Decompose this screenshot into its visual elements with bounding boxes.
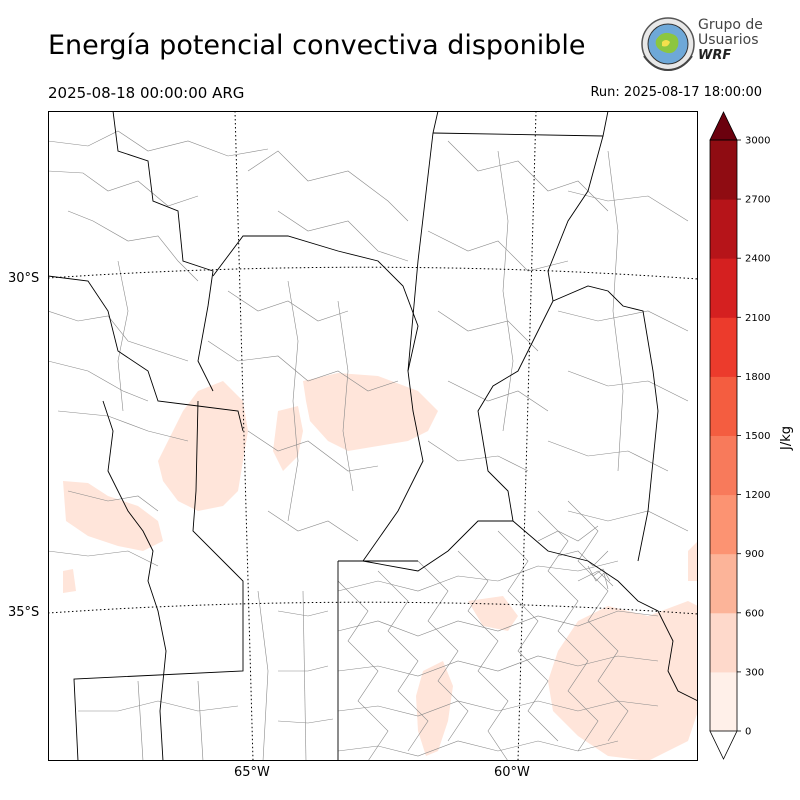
colorbar-segment (710, 494, 737, 555)
logo: Grupo de Usuarios WRF (640, 16, 770, 72)
logo-line3: WRF (698, 48, 732, 63)
colorbar-label: J/kg (779, 426, 794, 451)
partido-lines (337, 500, 659, 761)
map-frame (48, 111, 698, 761)
logo-text: Grupo de Usuarios WRF (698, 17, 763, 64)
valid-time: 2025-08-18 00:00:00 ARG (48, 84, 245, 102)
colorbar-segment (710, 199, 737, 259)
province-borders (48, 111, 698, 761)
lon-label-65w: 65°W (234, 765, 270, 780)
colorbar-segment (710, 435, 737, 496)
colorbar-segment (710, 317, 737, 377)
colorbar-tick-label: 900 (745, 549, 764, 560)
map-title: Energía potencial convectiva disponible (48, 30, 586, 61)
lon-label-60w: 60°W (494, 765, 530, 780)
county-lines (48, 130, 689, 761)
colorbar-tick-label: 2400 (745, 254, 770, 265)
colorbar-over-triangle (709, 111, 738, 141)
run-time: Run: 2025-08-17 18:00:00 (590, 85, 762, 100)
colorbar-segment (710, 258, 737, 318)
colorbar-segment (710, 376, 737, 436)
colorbar-segment (710, 140, 737, 200)
colorbar-tick-label: 2700 (745, 195, 770, 206)
logo-line1: Grupo de (698, 17, 763, 33)
colorbar-tick-label: 1800 (745, 372, 770, 383)
colorbar-segment (710, 612, 737, 673)
lat-label-30s: 30°S (8, 271, 40, 286)
colorbar-segment (710, 671, 737, 732)
graticule (48, 111, 698, 761)
colorbar: 0 300 600 900 1200 1500 1800 2100 2400 2700 3000 J… (709, 111, 794, 760)
colorbar-ticks: 0 300 600 900 1200 1500 1800 2100 2400 2700 3000 (737, 136, 770, 738)
colorbar-segment (710, 553, 737, 614)
lat-label-35s: 35°S (8, 605, 40, 620)
cape-shading (63, 373, 698, 761)
colorbar-tick-label: 600 (745, 608, 764, 619)
colorbar-tick-label: 1200 (745, 490, 770, 501)
colorbar-tick-label: 1500 (745, 431, 770, 442)
colorbar-tick-label: 3000 (745, 136, 770, 147)
logo-line2: Usuarios (698, 32, 759, 48)
colorbar-tick-label: 2100 (745, 313, 770, 324)
colorbar-under-triangle (709, 730, 738, 760)
globe-logo-icon (641, 17, 695, 72)
map-panel[interactable] (48, 111, 698, 761)
colorbar-tick-label: 0 (745, 727, 751, 738)
colorbar-segments (709, 111, 738, 760)
colorbar-tick-label: 300 (745, 667, 764, 678)
